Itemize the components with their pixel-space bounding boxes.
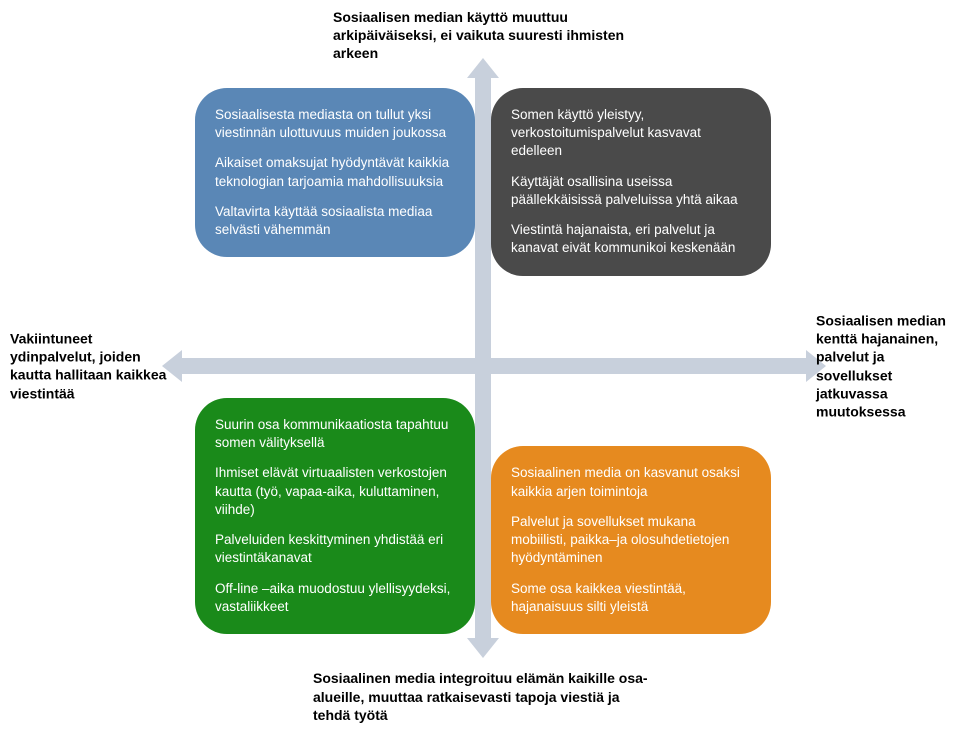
- quadrant-paragraph: Aikaiset omaksujat hyödyntävät kaikkia t…: [215, 154, 455, 190]
- quadrant-paragraph: Palveluiden keskittyminen yhdistää eri v…: [215, 531, 455, 567]
- axis-label-top: Sosiaalisen median käyttö muuttuu arkipä…: [333, 8, 633, 63]
- axis-label-bottom: Sosiaalinen media integroituu elämän kai…: [313, 669, 653, 724]
- quadrant-paragraph: Ihmiset elävät virtuaalisten verkostojen…: [215, 464, 455, 519]
- quadrant-paragraph: Some osa kaikkea viestintää, hajanaisuus…: [511, 580, 751, 616]
- horizontal-axis-arrow: [180, 358, 810, 374]
- quadrant-paragraph: Off-line –aika muodostuu ylellisyydeksi,…: [215, 580, 455, 616]
- quadrant-top-right: Somen käyttö yleistyy, verkostoitumispal…: [491, 88, 771, 276]
- quadrant-paragraph: Somen käyttö yleistyy, verkostoitumispal…: [511, 106, 751, 161]
- arrowhead-down-icon: [467, 638, 499, 658]
- quadrant-paragraph: Sosiaalinen media on kasvanut osaksi kai…: [511, 464, 751, 500]
- quadrant-paragraph: Suurin osa kommunikaatiosta tapahtuu som…: [215, 416, 455, 452]
- axis-label-left: Vakiintuneet ydinpalvelut, joiden kautta…: [10, 330, 170, 403]
- quadrant-top-left: Sosiaalisesta mediasta on tullut yksi vi…: [195, 88, 475, 257]
- quadrant-bottom-left: Suurin osa kommunikaatiosta tapahtuu som…: [195, 398, 475, 634]
- quadrant-paragraph: Käyttäjät osallisina useissa päällekkäis…: [511, 173, 751, 209]
- quadrant-diagram: Sosiaalisen median käyttö muuttuu arkipä…: [0, 0, 966, 732]
- quadrant-paragraph: Sosiaalisesta mediasta on tullut yksi vi…: [215, 106, 455, 142]
- quadrant-bottom-right: Sosiaalinen media on kasvanut osaksi kai…: [491, 446, 771, 634]
- quadrant-paragraph: Viestintä hajanaista, eri palvelut ja ka…: [511, 221, 751, 257]
- quadrant-paragraph: Valtavirta käyttää sosiaalista mediaa se…: [215, 203, 455, 239]
- quadrant-paragraph: Palvelut ja sovellukset mukana mobiilist…: [511, 513, 751, 568]
- vertical-axis-arrow: [475, 75, 491, 640]
- axis-label-right: Sosiaalisen median kenttä hajanainen, pa…: [816, 311, 956, 420]
